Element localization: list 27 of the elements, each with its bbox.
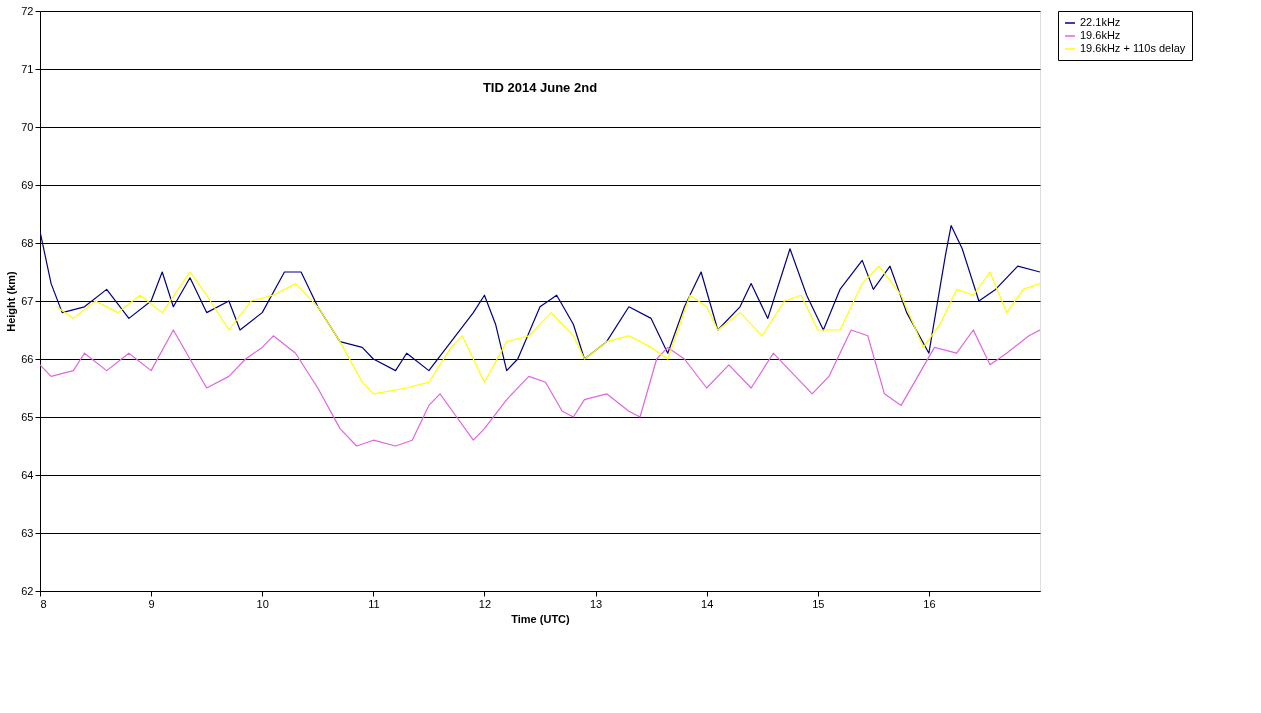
y-tick-label: 69 <box>21 178 34 191</box>
y-tick-label: 68 <box>21 236 34 249</box>
line-series <box>56 265 1040 395</box>
y-tick-label: 63 <box>21 526 34 539</box>
x-tick-label: 9 <box>148 597 155 610</box>
x-tick-label: 16 <box>923 597 936 610</box>
y-axis-title: Height (km) <box>5 270 18 332</box>
x-tick-label: 13 <box>589 597 603 610</box>
legend-label: 19.6kHz <box>1080 29 1121 41</box>
legend-label: 22.1kHz <box>1080 16 1121 28</box>
y-tick-label: 67 <box>21 294 34 307</box>
y-tick-label: 62 <box>21 584 34 597</box>
y-tick-label: 64 <box>21 468 34 481</box>
y-tick-label: 72 <box>21 4 34 17</box>
legend-label: 19.6kHz + 110s delay <box>1080 42 1186 54</box>
y-tick-label: 70 <box>21 120 34 133</box>
y-tick-label: 71 <box>21 62 34 75</box>
x-tick-label: 12 <box>478 597 492 610</box>
text: TID 2014 June 2nd <box>482 80 598 95</box>
x-tick-label: 8 <box>40 597 47 610</box>
x-axis-title: Time (UTC) <box>511 612 571 625</box>
x-tick-label: 11 <box>368 597 380 610</box>
x-tick-label: 14 <box>701 597 714 610</box>
y-tick-label: 66 <box>21 352 34 365</box>
x-tick-label: 10 <box>256 597 269 610</box>
x-tick-label: 15 <box>812 597 825 610</box>
y-tick-label: 65 <box>21 410 34 423</box>
